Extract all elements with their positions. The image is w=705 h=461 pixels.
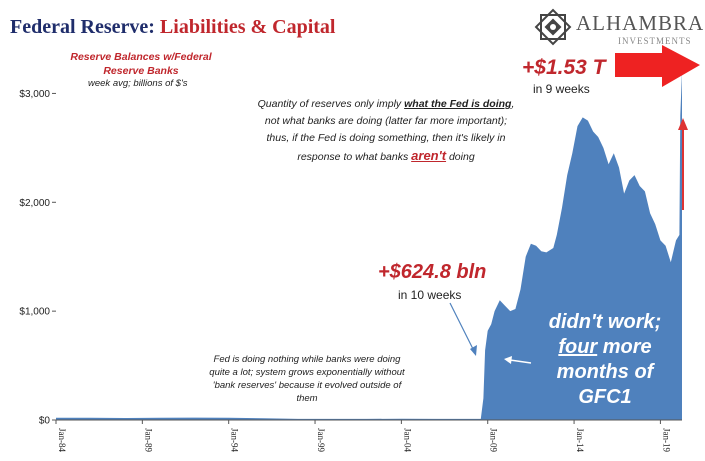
y-tick-label: $2,000: [19, 198, 50, 209]
gfc-jump-pointer-head: [470, 345, 477, 356]
reserve-balances-area: [56, 71, 682, 420]
chart-title: Federal Reserve: Liabilities & Capital: [10, 16, 336, 38]
x-tick-label: Jan-89: [143, 428, 153, 452]
x-tick-label: Jan-99: [316, 428, 326, 452]
x-tick-label: Jan-09: [489, 428, 499, 452]
x-tick-label: Jan-84: [57, 428, 67, 452]
brand-name: ALHAMBRA: [576, 11, 705, 35]
y-tick-label: $0: [39, 416, 51, 427]
x-tick-label: Jan-04: [402, 428, 412, 452]
chart-title-emphasis: Liabilities & Capital: [159, 16, 336, 38]
rise-arrow-head: [678, 118, 688, 130]
x-tick-label: Jan-94: [230, 428, 240, 452]
gfc-jump-label: +$624.8 bln: [378, 261, 487, 283]
note-top: Quantity of reserves only imply what the…: [257, 98, 515, 163]
series-title: Reserve Balances w/Federal Reserve Banks: [70, 51, 212, 77]
brand-subtitle: INVESTMENTS: [618, 36, 692, 46]
star-logo-icon: [534, 8, 572, 46]
x-tick-label: Jan-19: [661, 428, 671, 452]
gfc-label-pointer-head: [504, 356, 512, 364]
recent-jump-arrow-head: [662, 45, 700, 87]
y-tick-label: $1,000: [19, 307, 50, 318]
y-tick-label: $3,000: [19, 89, 50, 100]
gfc-period-label: in 10 weeks: [398, 288, 462, 302]
gfc-label-pointer: [509, 359, 532, 364]
series-unit: week avg; billions of $'s: [88, 78, 188, 89]
recent-period-label: in 9 weeks: [533, 82, 590, 96]
x-tick-label: Jan-14: [575, 428, 585, 452]
gfc-jump-pointer: [449, 302, 475, 352]
note-bottom: Fed is doing nothing while banks were do…: [209, 354, 405, 404]
gfc-label: didn't work; four more months of GFC1: [548, 311, 662, 408]
recent-jump-label: +$1.53 T: [522, 56, 606, 79]
brand-logo: ALHAMBRA INVESTMENTS: [534, 8, 703, 54]
